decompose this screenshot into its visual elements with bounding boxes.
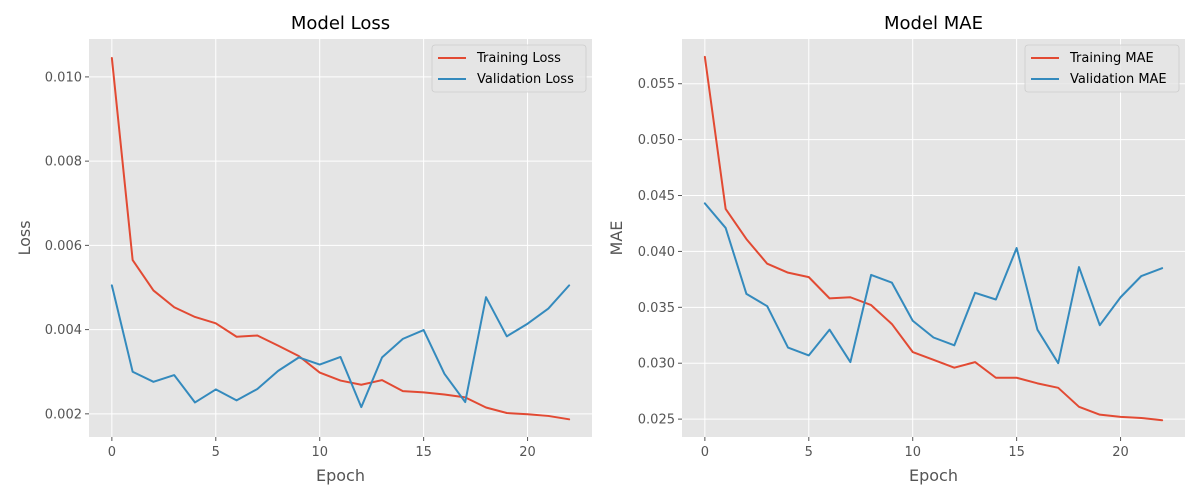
x-tick-label-mae: 15 — [1008, 445, 1025, 460]
y-axis-label-loss: Loss — [15, 220, 34, 255]
y-tick-label-loss: 0.002 — [45, 407, 82, 422]
y-tick-label-mae: 0.025 — [638, 413, 675, 428]
y-tick-label-loss: 0.004 — [45, 323, 82, 338]
x-tick-label-loss: 10 — [311, 445, 328, 460]
series-lines-mae — [703, 55, 1164, 422]
x-tick-label-mae: 10 — [904, 445, 921, 460]
x-axis-label-mae: Epoch — [909, 466, 958, 485]
chart-mae: 0 5 10 15 20 0.025 0.030 0.035 0.040 0.045 0.050 0.… — [607, 13, 1185, 485]
y-tick-label-loss: 0.008 — [45, 155, 82, 170]
training-mae-line — [703, 55, 1164, 422]
x-tick-label-loss: 0 — [108, 445, 116, 460]
grid-mae — [682, 39, 1185, 437]
chart-loss: 0 5 10 15 20 0.002 0.004 0.006 0.008 0.010 Model … — [15, 13, 592, 485]
y-tick-label-loss: 0.010 — [45, 70, 82, 85]
legend-mae: Training MAE Validation MAE — [1024, 44, 1180, 93]
legend-loss: Training Loss Validation Loss — [431, 44, 587, 93]
y-tick-label-mae: 0.045 — [638, 189, 675, 204]
legend-box-mae — [1024, 44, 1180, 93]
x-tick-label-loss: 20 — [519, 445, 536, 460]
y-axis-label-mae: MAE — [607, 221, 626, 256]
validation-mae-line — [703, 202, 1164, 365]
y-tick-label-mae: 0.050 — [638, 133, 675, 148]
chart-title-mae: Model MAE — [884, 13, 983, 34]
y-tick-label-mae: 0.040 — [638, 245, 675, 260]
legend-label-validation-loss: Validation Loss — [477, 72, 574, 87]
plot-area-loss — [89, 39, 592, 437]
ticks-loss: 0 5 10 15 20 0.002 0.004 0.006 0.008 0.010 — [45, 70, 536, 460]
y-tick-label-mae: 0.055 — [638, 77, 675, 92]
y-tick-label-loss: 0.006 — [45, 239, 82, 254]
legend-label-training-loss: Training Loss — [476, 51, 561, 66]
series-lines-loss — [110, 56, 571, 421]
y-tick-label-mae: 0.030 — [638, 357, 675, 372]
ticks-mae: 0 5 10 15 20 0.025 0.030 0.035 0.040 0.045 0.050 0.… — [638, 77, 1129, 460]
x-tick-label-loss: 5 — [212, 445, 220, 460]
x-tick-label-loss: 15 — [415, 445, 432, 460]
x-axis-label-loss: Epoch — [316, 466, 365, 485]
legend-label-training-mae: Training MAE — [1069, 51, 1154, 66]
legend-box-loss — [431, 44, 587, 93]
y-tick-label-mae: 0.035 — [638, 301, 675, 316]
plot-area-mae — [682, 39, 1185, 437]
chart-title-loss: Model Loss — [291, 13, 390, 34]
training-loss-line — [110, 56, 571, 421]
x-tick-label-mae: 20 — [1112, 445, 1129, 460]
grid-loss — [89, 39, 592, 437]
x-tick-label-mae: 5 — [805, 445, 813, 460]
x-tick-label-mae: 0 — [701, 445, 709, 460]
validation-loss-line — [110, 284, 571, 409]
legend-label-validation-mae: Validation MAE — [1070, 72, 1167, 87]
